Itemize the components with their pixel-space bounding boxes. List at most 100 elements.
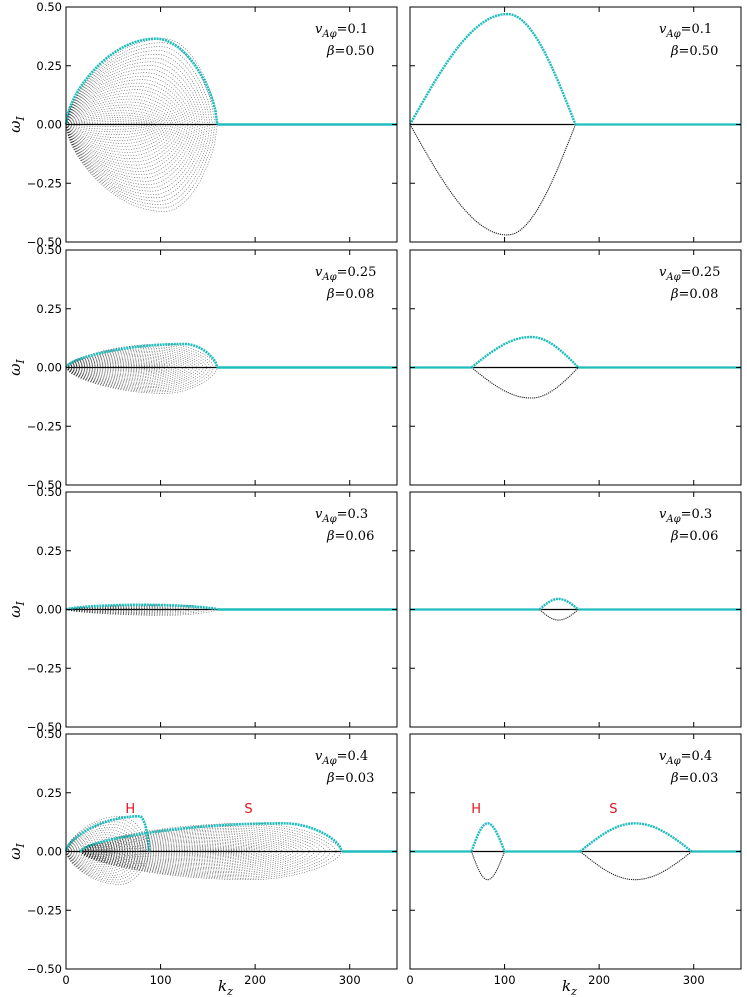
damped-mode-curve [65, 609, 192, 614]
damped-branch [471, 367, 579, 399]
mode-label-h: H [125, 802, 135, 817]
y-tick-label: 0.00 [36, 603, 62, 617]
growth-mode-curve [65, 61, 203, 125]
damped-mode-curve [65, 851, 138, 874]
damped-mode-curve [65, 124, 194, 179]
damped-mode-curve [65, 124, 165, 141]
damped-mode-curve [80, 851, 257, 859]
va-annotation: vAφ=0.25 [659, 265, 720, 283]
panel-row3-left: 0.50 0.25 0.00 −0.25 −0.50 vAφ=0.3 β=0.06 ωI [6, 485, 398, 734]
growth-mode-curve [65, 110, 167, 125]
growth-mode-curve [80, 823, 343, 852]
x-tick-label: 100 [150, 973, 172, 987]
beta-annotation: β=0.03 [670, 771, 718, 786]
damped-mode-curve [80, 851, 278, 864]
growth-mode-curve [65, 847, 119, 852]
damped-mode-curve [80, 851, 268, 862]
growth-mode-curve [65, 98, 177, 125]
y-tick-label: −0.25 [27, 903, 62, 917]
panel-row1-right: vAφ=0.1 β=0.50 [408, 6, 742, 243]
growth-mode-curve [65, 89, 184, 125]
growth-mode-curve [65, 816, 150, 852]
growth-mode-curve [80, 834, 305, 852]
growth-mode-curve [65, 356, 187, 368]
growth-mode-curve [65, 117, 160, 125]
damped-mode-curve [65, 367, 184, 380]
growth-mode-curve [65, 57, 206, 125]
max-growth-envelope [64, 342, 219, 369]
growth-mode-curve [65, 46, 213, 125]
damped-mode-curve [65, 124, 216, 209]
growth-mode-curve [65, 79, 191, 125]
growth-mode-curve [65, 361, 174, 368]
growth-mode-curve [65, 95, 179, 125]
y-tick-label: −0.25 [27, 661, 62, 675]
damped-mode-curve [80, 851, 241, 855]
damped-mode-curve [65, 367, 163, 373]
damped-mode-curve [65, 367, 174, 376]
damped-mode-curve [65, 367, 157, 370]
damped-mode-curve [65, 851, 134, 870]
growth-mode-curve [65, 72, 196, 125]
va-annotation: vAφ=0.1 [315, 22, 368, 40]
growth-mode-curve [65, 107, 169, 125]
damped-mode-curve [65, 851, 150, 885]
damped-mode-curve [80, 851, 332, 878]
damped-mode-curve [65, 367, 201, 387]
growth-mode-curve [65, 101, 174, 125]
damped-mode-curve [65, 367, 208, 390]
growth-mode-curve [80, 847, 252, 852]
growth-mode-curve [65, 357, 184, 368]
damped-mode-curve [65, 124, 184, 166]
growth-mode-curve [65, 38, 218, 125]
beta-annotation: β=0.50 [670, 44, 718, 59]
growth-mode-curve [65, 606, 201, 610]
damped-mode-curve [65, 367, 167, 374]
damped-mode-curve [80, 851, 300, 869]
damped-mode-curve [65, 851, 122, 859]
growth-branch [538, 597, 580, 611]
damped-mode-curve [65, 124, 211, 202]
damped-mode-curve [65, 124, 157, 133]
damped-mode-curve [80, 851, 252, 858]
damped-mode-curve [65, 851, 129, 865]
growth-mode-curve [80, 848, 246, 852]
damped-mode-curve [65, 124, 191, 175]
damped-mode-curve [65, 124, 218, 212]
growth-branch [470, 822, 506, 852]
damped-mode-curve [65, 851, 115, 854]
damped-branch [579, 851, 693, 881]
damped-mode-curve [65, 851, 148, 883]
growth-mode-curve [65, 827, 141, 852]
max-growth-envelope [65, 603, 218, 611]
damped-mode-curve [65, 124, 174, 153]
growth-mode-curve [65, 848, 117, 852]
y-axis-label: ωI [6, 601, 27, 618]
growth-mode-curve [65, 832, 136, 852]
y-tick-label: 0.00 [36, 361, 62, 375]
damped-branch [470, 851, 506, 881]
y-tick-label: −0.50 [27, 720, 62, 734]
x-axis-label: kz [218, 977, 233, 997]
damped-mode-curve [80, 851, 311, 872]
growth-mode-curve [80, 842, 273, 852]
x-tick-label: 200 [244, 973, 266, 987]
growth-mode-curve [65, 358, 181, 368]
growth-branch [470, 335, 580, 369]
damped-mode-curve [65, 124, 199, 185]
y-tick-label: −0.50 [27, 478, 62, 492]
beta-annotation: β=0.08 [670, 287, 718, 302]
growth-mode-curve [65, 363, 167, 368]
beta-annotation: β=0.08 [326, 287, 374, 302]
damped-mode-curve [65, 367, 218, 394]
growth-mode-curve [65, 65, 201, 125]
growth-mode-curve [65, 92, 182, 125]
y-tick-label: 0.50 [36, 727, 62, 741]
damped-mode-curve [65, 609, 201, 615]
damped-mode-curve [80, 851, 338, 879]
growth-mode-curve [80, 843, 268, 852]
y-tick-label: −0.25 [27, 176, 62, 190]
damped-mode-curve [65, 367, 204, 388]
damped-mode-curve [65, 124, 201, 189]
